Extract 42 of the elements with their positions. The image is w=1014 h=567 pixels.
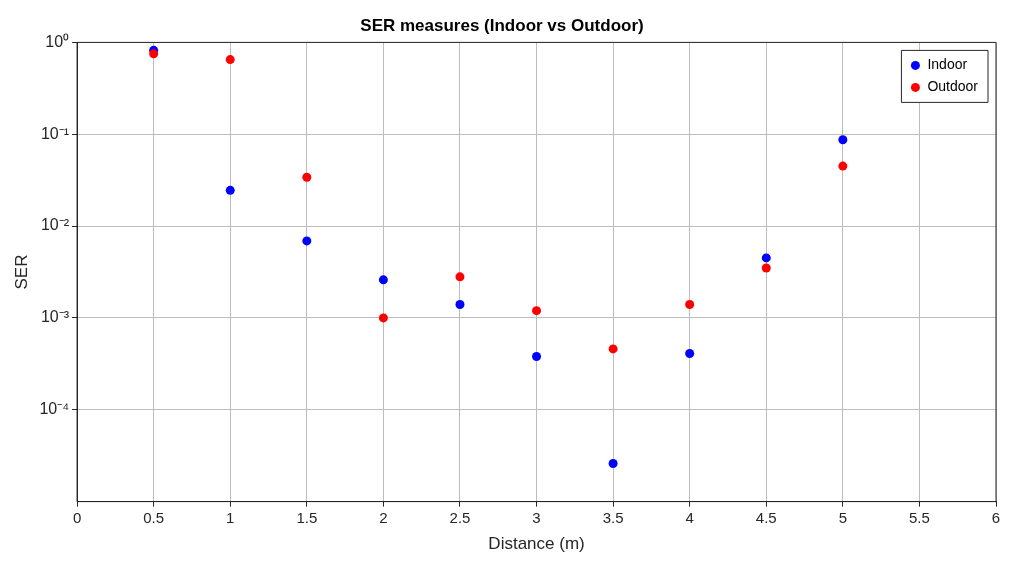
y-tick-label: 10⁻³: [40, 308, 70, 326]
x-axis-title: Distance (m): [488, 534, 585, 554]
point: [838, 161, 848, 171]
point: [455, 272, 465, 282]
x-tick-label: 2.5: [449, 508, 471, 526]
point: [225, 185, 235, 195]
point: [608, 458, 618, 468]
point: [532, 306, 542, 316]
point: [455, 300, 465, 309]
point: [302, 172, 312, 182]
x-tick-label: 2: [379, 508, 388, 526]
x-tick-label: 6: [991, 508, 1001, 526]
y-tick-label: 10⁻²: [40, 216, 70, 234]
point: [225, 55, 235, 65]
x-tick-label: 0.5: [143, 508, 165, 526]
x-tick-label: 0: [72, 508, 82, 526]
point: [685, 348, 695, 358]
x-tick-label: 5.5: [908, 508, 930, 526]
y-tick-label: 10⁰: [45, 32, 70, 50]
point: [608, 344, 618, 354]
legend-label: Outdoor: [927, 78, 979, 95]
point: [149, 49, 159, 59]
legend-label: Indoor: [927, 56, 968, 73]
point: [761, 263, 771, 273]
point: [302, 236, 312, 246]
point: [532, 352, 542, 362]
x-tick-label: 1: [226, 508, 235, 526]
x-tick-label: 3.5: [602, 508, 624, 526]
x-tick-label: 4: [685, 508, 694, 526]
x-tick-label: 3: [532, 508, 541, 526]
x-tick-label: 4.5: [755, 508, 777, 526]
point: [378, 275, 388, 285]
point: [761, 253, 771, 263]
chart-title: SER measures (Indoor vs Outdoor): [360, 15, 644, 35]
x-tick-label: 1.5: [296, 508, 318, 526]
x-tick-label: 5: [838, 508, 848, 526]
y-tick-label: 10⁻⁴: [39, 400, 70, 418]
y-tick-label: 10⁻¹: [40, 124, 70, 142]
y-axis-title: SER: [11, 254, 31, 290]
point: [838, 135, 848, 145]
point: [685, 300, 695, 309]
point: [378, 313, 388, 323]
